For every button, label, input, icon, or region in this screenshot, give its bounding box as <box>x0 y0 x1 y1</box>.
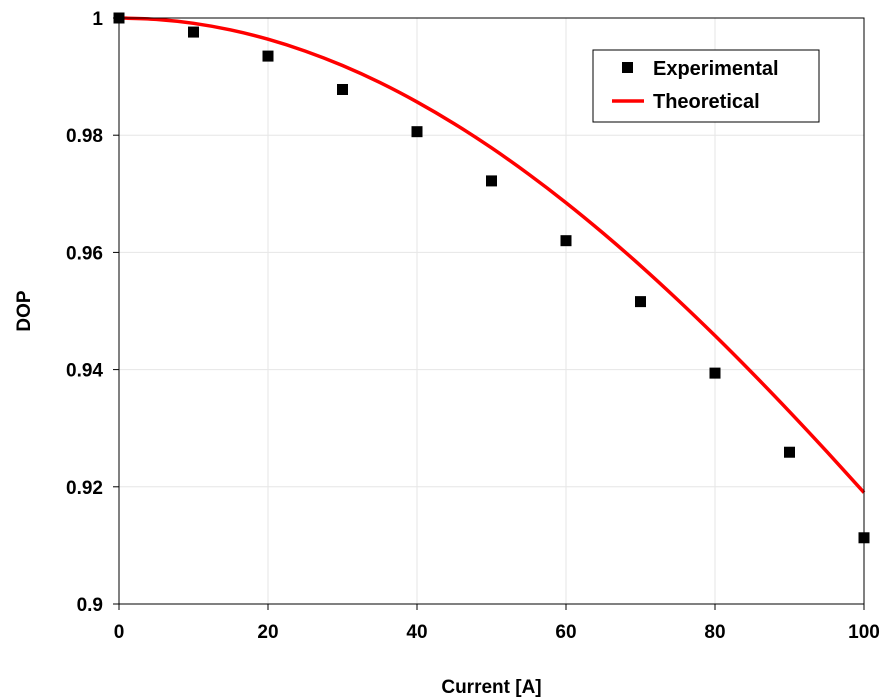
experimental-point <box>635 296 646 308</box>
experimental-point <box>784 446 795 458</box>
experimental-point <box>486 175 497 187</box>
x-axis-title: Current [A] <box>441 677 541 698</box>
y-tick-label-2: 0.94 <box>66 361 103 382</box>
theoretical-series <box>118 16 866 494</box>
experimental-point <box>709 367 721 379</box>
y-tick-label-1: 0.92 <box>66 478 103 499</box>
experimental-point <box>188 26 199 38</box>
legend-label-experimental: Experimental <box>653 58 779 80</box>
x-tick-label-5: 100 <box>848 622 880 643</box>
x-tick-label-3: 60 <box>555 622 576 643</box>
legend-marker-experimental <box>622 62 633 73</box>
legend: Experimental Theoretical <box>592 49 820 123</box>
y-tick-label-5: 1 <box>92 9 103 30</box>
x-tick-label-0: 0 <box>114 622 125 643</box>
experimental-point <box>560 235 572 247</box>
x-tick-label-1: 20 <box>257 622 278 643</box>
y-axis-title: DOP <box>14 290 35 332</box>
axis-ticks <box>113 17 865 610</box>
y-axis-tick-labels: 0.9 0.92 0.94 0.96 0.98 1 <box>66 9 103 616</box>
y-tick-label-3: 0.96 <box>66 243 103 264</box>
experimental-point <box>337 83 348 95</box>
y-tick-label-4: 0.98 <box>66 126 103 147</box>
legend-label-theoretical: Theoretical <box>653 91 760 113</box>
x-tick-label-2: 40 <box>406 622 427 643</box>
experimental-point <box>262 50 274 62</box>
experimental-point <box>411 126 423 138</box>
plot-area <box>118 17 865 605</box>
theoretical-line <box>118 16 866 494</box>
x-tick-label-4: 80 <box>704 622 725 643</box>
y-tick-label-0: 0.9 <box>77 595 103 616</box>
x-axis-tick-labels: 0 20 40 60 80 100 <box>114 622 880 643</box>
